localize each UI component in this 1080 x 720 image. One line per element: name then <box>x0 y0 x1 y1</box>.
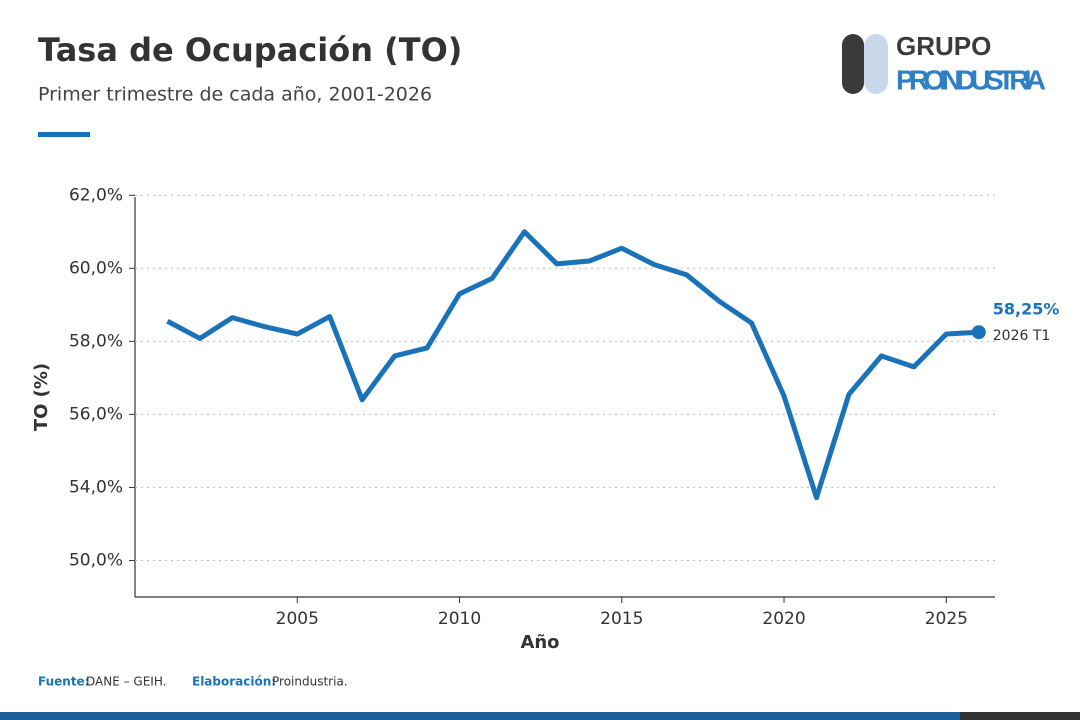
footer-text: DANE – GEIH. <box>86 675 166 689</box>
bottom-bar <box>0 712 960 720</box>
y-tick-label: 56,0% <box>69 404 123 424</box>
footer-text: Proindustria. <box>272 675 348 689</box>
accent-bar <box>38 132 90 137</box>
footer-label: Elaboración: <box>192 675 276 689</box>
y-axis-label: TO (%) <box>31 363 52 431</box>
line <box>166 229 979 501</box>
x-tick-label: 2010 <box>438 609 481 629</box>
footer-label: Fuente: <box>38 675 90 689</box>
logo-text: PROINDUSTRIA <box>896 64 1046 95</box>
point <box>971 325 986 340</box>
x-tick-label: 2015 <box>600 609 643 629</box>
x-tick-label: 2005 <box>276 609 319 629</box>
y-tick-label: 60,0% <box>69 258 123 278</box>
value-label: 58,25% <box>993 300 1060 319</box>
logo: GRUPO PROINDUSTRIA <box>842 31 1046 95</box>
bottom-bar <box>960 712 1080 720</box>
x-tick-label: 2020 <box>762 609 805 629</box>
y-tick-label: 50,0% <box>69 550 123 570</box>
y-tick-label: 62,0% <box>69 185 123 205</box>
chart-subtitle: Primer trimestre de cada año, 2001-2026 <box>38 84 432 106</box>
x-axis-label: Año <box>520 632 559 653</box>
y-tick-label: 58,0% <box>69 331 123 351</box>
logo-text: GRUPO <box>896 31 991 61</box>
x-tick-label: 2025 <box>925 609 968 629</box>
chart-title: Tasa de Ocupación (TO) <box>38 31 462 69</box>
logo-mark <box>864 34 888 94</box>
y-tick-label: 54,0% <box>69 477 123 497</box>
annotation: 2026 T1 <box>993 328 1051 344</box>
logo-mark <box>842 34 864 94</box>
